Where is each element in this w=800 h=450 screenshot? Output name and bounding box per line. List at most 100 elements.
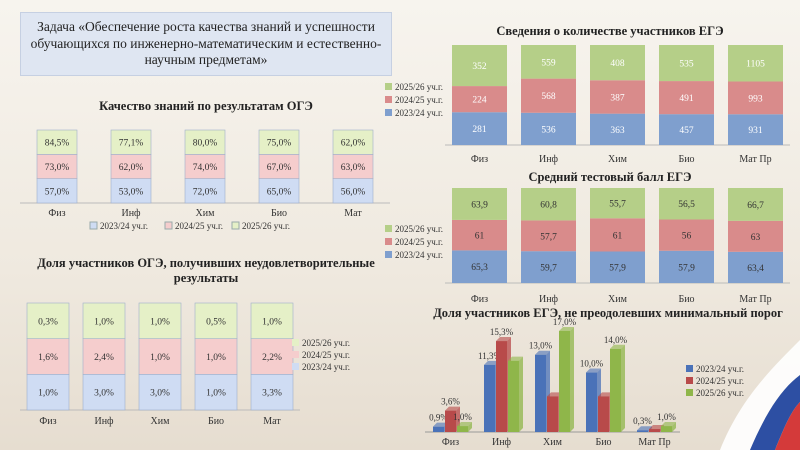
data-label-Хим-0: 72,0% — [193, 187, 218, 197]
x-tick-Хим: Хим — [543, 437, 563, 448]
legend-swatch-2 — [385, 109, 392, 116]
bar-Инф-1 — [82, 338, 126, 375]
legend-label-2: 2025/26 уч.г. — [696, 388, 744, 398]
data-label-Инф-0: 536 — [541, 125, 556, 135]
data-label-Инф-1: 62,0% — [119, 163, 144, 173]
bar-Физ-0 — [433, 426, 444, 432]
bar-top-Инф-1 — [496, 337, 511, 342]
bar-Инф-0 — [82, 374, 126, 411]
x-tick-Био: Био — [271, 208, 287, 219]
legend-swatch-2 — [385, 251, 392, 258]
bar-Мат Пр-0 — [728, 251, 783, 283]
legend-swatch-2 — [231, 221, 240, 230]
legend-swatch-0 — [292, 339, 299, 346]
x-tick-Мат Пр: Мат Пр — [739, 154, 771, 165]
bar-Физ-0 — [452, 112, 507, 145]
bar-Био-0 — [194, 374, 238, 411]
legend-label-0: 2025/26 уч.г. — [395, 82, 443, 92]
data-label-Био-0: 457 — [679, 126, 694, 136]
data-label-Хим-2: 55,7 — [609, 200, 626, 210]
bar-Инф-0 — [110, 178, 152, 204]
x-tick-Инф: Инф — [492, 437, 512, 448]
data-label-Физ-0: 1,0% — [38, 389, 58, 399]
legend-label-0: 2023/24 уч.г. — [696, 364, 744, 374]
bar-Хим-1 — [590, 218, 645, 252]
bar-Мат Пр-2 — [728, 188, 783, 221]
data-label-Физ-0: 57,0% — [45, 187, 70, 197]
legend-swatch-1 — [686, 377, 693, 384]
x-tick-Мат: Мат — [263, 416, 281, 427]
x-tick-Био: Био — [208, 416, 224, 427]
legend-swatch-0 — [686, 365, 693, 372]
data-label-Мат Пр-2: 66,7 — [747, 201, 764, 211]
legend-label-0: 2023/24 уч.г. — [100, 221, 148, 231]
legend-label-1: 2024/25 уч.г. — [696, 376, 744, 386]
data-label-Хим-0: 363 — [610, 126, 625, 136]
data-label-Инф-2: 60,8 — [540, 201, 557, 211]
legend-swatch-0 — [385, 225, 392, 232]
data-label-Мат-2: 1,0% — [262, 317, 282, 327]
bar-Физ-0 — [452, 250, 507, 283]
data-label-Хим-0: 13,0% — [529, 341, 553, 351]
bar-Инф-1 — [496, 341, 507, 432]
bar-Инф-1 — [521, 220, 576, 252]
legend-label-0: 2025/26 уч.г. — [395, 224, 443, 234]
bar-Хим-1 — [138, 338, 182, 375]
bar-Мат Пр-1 — [649, 429, 660, 432]
bar-Хим-1 — [547, 396, 558, 432]
data-label-Инф-1: 2,4% — [94, 353, 114, 363]
bar-Физ-2 — [26, 302, 70, 339]
legend-swatch-2 — [686, 389, 693, 396]
bar-Био-0 — [659, 114, 714, 145]
x-tick-Мат Пр: Мат Пр — [638, 437, 670, 448]
bar-Мат Пр-1 — [728, 220, 783, 252]
bar-Био-0 — [659, 250, 714, 283]
bar-Мат Пр-1 — [728, 81, 783, 115]
data-label-Физ-2: 352 — [472, 62, 487, 72]
data-label-Хим-1: 387 — [610, 93, 625, 103]
data-label-Физ-0: 65,3 — [471, 263, 488, 273]
data-label-Био-1: 56 — [682, 232, 692, 242]
data-label-Физ-2: 0,3% — [38, 317, 58, 327]
bar-top-Био-1 — [598, 392, 613, 397]
bar-Мат-1 — [332, 154, 374, 179]
data-label-Инф-1: 15,3% — [490, 327, 514, 337]
title-ege-score: Средний тестовый балл ЕГЭ — [528, 170, 692, 184]
title-oge-unsat: Доля участников ОГЭ, получивших неудовле… — [10, 256, 402, 286]
bar-Мат-0 — [332, 178, 374, 204]
bar-Хим-0 — [590, 113, 645, 145]
legend-label-2: 2023/24 уч.г. — [302, 362, 350, 372]
bar-Мат Пр-0 — [637, 430, 648, 432]
bar-Хим-2 — [590, 45, 645, 81]
bar-Физ-1 — [36, 154, 78, 179]
data-label-Био-2: 75,0% — [267, 139, 292, 149]
bar-side-Мат Пр-2 — [672, 422, 676, 432]
data-label-Био-1: 491 — [679, 94, 694, 104]
data-label-Мат Пр-1: 63 — [751, 233, 761, 243]
legend-label-1: 2024/25 уч.г. — [395, 237, 443, 247]
bar-top-Мат Пр-1 — [649, 425, 664, 430]
bar-side-Инф-2 — [519, 356, 523, 432]
bar-Физ-1 — [445, 410, 456, 432]
data-label-Био-2: 535 — [679, 60, 694, 70]
data-label-Мат-0: 3,3% — [262, 389, 282, 399]
x-tick-Физ: Физ — [48, 208, 65, 219]
data-label-Мат Пр-2: 1,0% — [657, 412, 676, 422]
data-label-Физ-1: 1,6% — [38, 353, 58, 363]
x-tick-Мат: Мат — [344, 208, 362, 219]
data-label-Био-2: 56,5 — [678, 200, 695, 210]
data-label-Хим-0: 3,0% — [150, 389, 170, 399]
bar-Био-1 — [598, 396, 609, 432]
data-label-Мат Пр-0: 931 — [748, 126, 763, 136]
data-label-Био-0: 65,0% — [267, 187, 292, 197]
bar-Хим-0 — [138, 374, 182, 411]
data-label-Мат-0: 56,0% — [341, 187, 366, 197]
data-label-Био-0: 1,0% — [206, 389, 226, 399]
legend-label-1: 2024/25 уч.г. — [302, 350, 350, 360]
bar-Инф-2 — [110, 129, 152, 155]
bar-Хим-0 — [535, 354, 546, 432]
bar-top-Мат Пр-2 — [661, 422, 676, 427]
data-label-Хим-2: 80,0% — [193, 139, 218, 149]
